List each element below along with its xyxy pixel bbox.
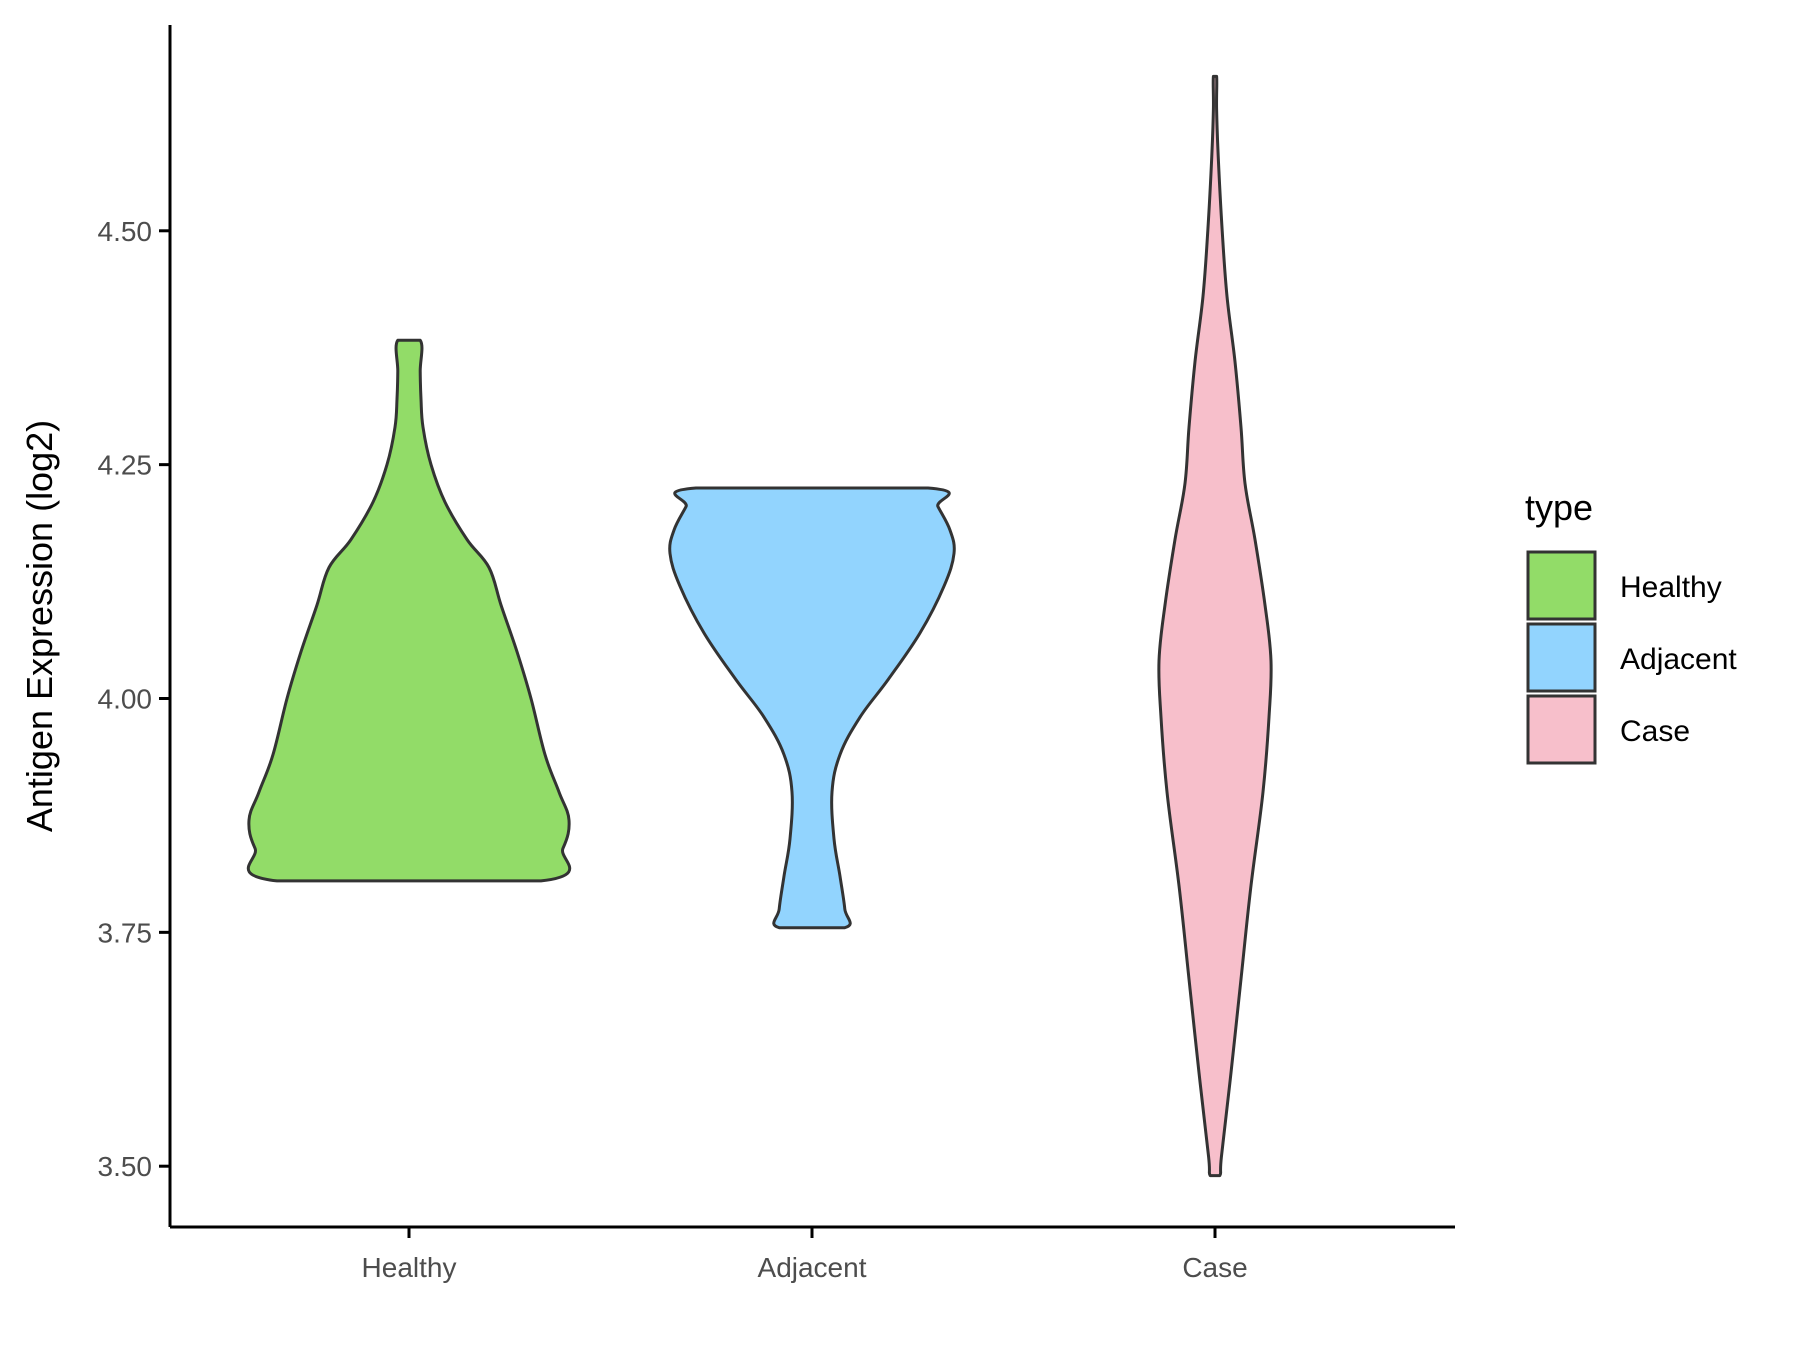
legend-label: Healthy: [1620, 571, 1722, 604]
violin-case: [1157, 74, 1273, 1178]
violin-healthy: [246, 338, 572, 883]
x-axis: Healthy Adjacent Case: [170, 1225, 1455, 1283]
legend-title: type: [1525, 487, 1593, 528]
x-tick-label: Case: [1182, 1252, 1247, 1283]
x-tick-label: Healthy: [362, 1252, 457, 1283]
y-tick-label: 4.50: [98, 216, 153, 247]
x-tick-label: Adjacent: [758, 1252, 867, 1283]
y-axis: 3.50 3.75 4.00 4.25 4.50: [98, 25, 172, 1227]
y-tick-label: 3.75: [98, 917, 153, 948]
legend: type Healthy Adjacent Case: [1525, 487, 1737, 765]
legend-label: Adjacent: [1620, 643, 1737, 676]
legend-key-adjacent: [1526, 622, 1597, 693]
y-axis-title: Antigen Expression (log2): [19, 420, 60, 832]
y-tick-label: 4.25: [98, 450, 153, 481]
y-tick-label: 4.00: [98, 683, 153, 714]
legend-label: Case: [1620, 715, 1690, 748]
legend-key-healthy: [1526, 550, 1597, 621]
violin-adjacent: [668, 486, 956, 930]
y-tick-label: 3.50: [98, 1151, 153, 1182]
legend-key-case: [1526, 694, 1597, 765]
violin-layer: [246, 74, 1273, 1178]
